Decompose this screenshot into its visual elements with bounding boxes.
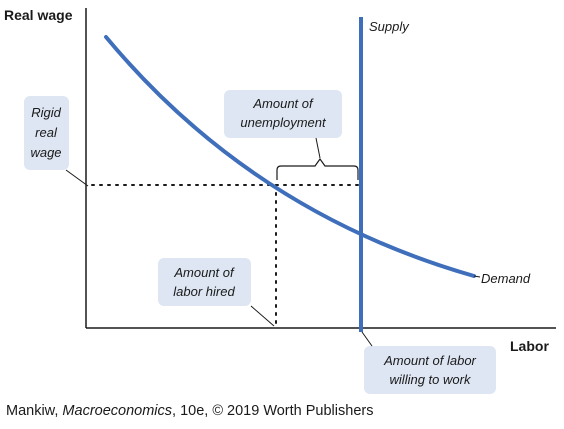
labor-willing-line-2: willing to work (390, 372, 472, 387)
rigid-wage-line-2: real (35, 125, 58, 140)
unemployment-line-2: unemployment (240, 115, 327, 130)
labor-hired-callout: Amount of labor hired (158, 258, 275, 327)
source-caption: Mankiw, Macroeconomics, 10e, © 2019 Wort… (6, 403, 373, 419)
rigid-wage-line-1: Rigid (31, 105, 61, 120)
caption-title: Macroeconomics (62, 403, 173, 419)
x-axis-label: Labor (510, 338, 549, 354)
demand-curve (104, 35, 476, 278)
supply-label: Supply (369, 19, 410, 34)
labor-willing-callout: Amount of labor willing to work (361, 331, 496, 394)
labor-hired-line-1: Amount of (173, 265, 235, 280)
y-axis-label: Real wage (4, 7, 73, 23)
rigid-wage-callout: Rigid real wage (24, 96, 89, 187)
labor-hired-line-2: labor hired (173, 284, 235, 299)
unemployment-line-1: Amount of (252, 96, 314, 111)
unemployment-brace (276, 157, 359, 180)
caption-prefix: Mankiw, (6, 403, 63, 419)
demand-label-leader (473, 275, 481, 278)
unemployment-callout: Amount of unemployment (224, 90, 342, 159)
labor-market-diagram: Real wage Labor Supply Demand Rigid real… (4, 7, 556, 394)
demand-label: Demand (481, 271, 531, 286)
labor-willing-line-1: Amount of labor (383, 353, 476, 368)
caption-suffix: , 10e, © 2019 Worth Publishers (172, 403, 374, 419)
rigid-wage-line-3: wage (30, 145, 61, 160)
